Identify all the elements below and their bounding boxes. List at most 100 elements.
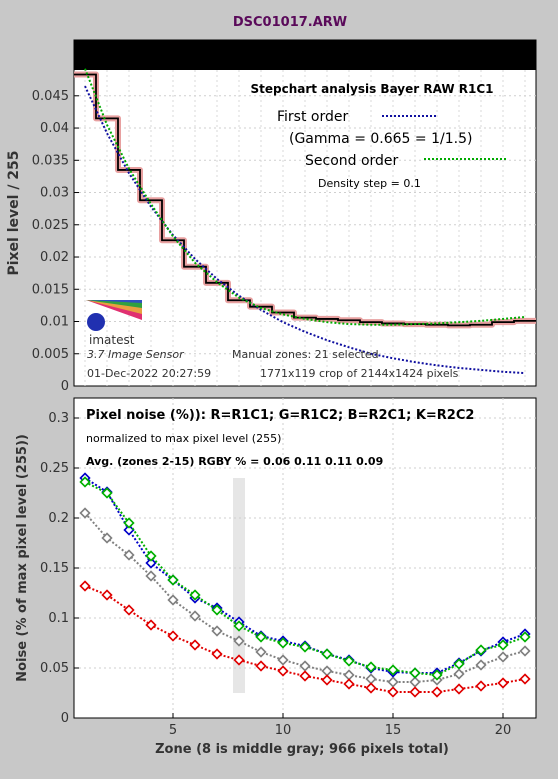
noise-line-R bbox=[84, 585, 526, 693]
noise-point-G bbox=[387, 664, 399, 676]
stepchart-ylabel: Pixel level / 255 bbox=[6, 150, 22, 275]
noise-series-R bbox=[79, 580, 531, 698]
stepchart-ytick-label: 0.01 bbox=[40, 315, 69, 330]
noise-point-R bbox=[145, 619, 157, 631]
stepchart-ytick-label: 0.045 bbox=[32, 89, 69, 104]
noise-point-K bbox=[233, 635, 245, 647]
noise-ytick-label: 0.05 bbox=[40, 661, 69, 676]
noise-point-R bbox=[321, 674, 333, 686]
stepchart-ytick-label: 0.04 bbox=[40, 121, 69, 136]
noise-point-R bbox=[101, 589, 113, 601]
noise-point-K bbox=[277, 654, 289, 666]
noise-xlabel: Zone (8 is middle gray; 966 pixels total… bbox=[155, 742, 449, 757]
figure-title: DSC01017.ARW bbox=[233, 15, 347, 30]
noise-point-R bbox=[387, 686, 399, 698]
stepchart-ytick-label: 0.005 bbox=[32, 347, 69, 362]
stepchart-title: Stepchart analysis Bayer RAW R1C1 bbox=[250, 82, 493, 96]
stepchart-plot: 0 0.005 0.01 0.015 0.02 0.025 0.03 0.035 0.04 0.0… bbox=[6, 39, 537, 394]
noise-ytick-label: 0.15 bbox=[40, 561, 69, 576]
noise-point-K bbox=[255, 646, 267, 658]
noise-point-G bbox=[365, 661, 377, 673]
noise-point-K bbox=[519, 645, 531, 657]
noise-point-G bbox=[343, 655, 355, 667]
noise-ytick-label: 0.1 bbox=[48, 611, 69, 626]
noise-point-G bbox=[299, 641, 311, 653]
crop-info: 1771x119 crop of 2144x1424 pixels bbox=[260, 367, 459, 380]
legend-first-order: First order bbox=[277, 109, 348, 125]
noise-series-G bbox=[79, 476, 531, 681]
noise-point-K bbox=[211, 625, 223, 637]
noise-point-K bbox=[475, 659, 487, 671]
noise-point-R bbox=[299, 670, 311, 682]
noise-point-R bbox=[255, 660, 267, 672]
noise-xticks: 5 10 15 20 bbox=[169, 713, 511, 738]
noise-point-G bbox=[233, 620, 245, 632]
noise-point-R bbox=[475, 680, 487, 692]
noise-title: Pixel noise (%)): R=R1C1; G=R1C2; B=R2C1… bbox=[86, 408, 474, 423]
noise-point-G bbox=[277, 637, 289, 649]
noise-point-G bbox=[167, 574, 179, 586]
stepchart-ytick-label: 0.015 bbox=[32, 282, 69, 297]
noise-point-G bbox=[145, 550, 157, 562]
stepchart-series bbox=[74, 68, 536, 375]
legend-second-order: Second order bbox=[305, 153, 399, 169]
noise-point-G bbox=[475, 644, 487, 656]
noise-xtick-label: 5 bbox=[169, 723, 177, 738]
noise-point-K bbox=[167, 594, 179, 606]
noise-ytick-label: 0.25 bbox=[40, 461, 69, 476]
noise-plot: 0 0.05 0.1 0.15 0.2 0.25 0.3 5 10 15 20 Noise (% … bbox=[15, 397, 537, 757]
noise-point-G bbox=[453, 658, 465, 670]
noise-yticks: 0 0.05 0.1 0.15 0.2 0.25 0.3 bbox=[40, 411, 79, 726]
stepchart-ytick-label: 0 bbox=[61, 379, 69, 394]
svg-text:imatest: imatest bbox=[89, 333, 135, 347]
noise-point-R bbox=[409, 686, 421, 698]
noise-point-K bbox=[189, 610, 201, 622]
noise-subtitle: normalized to max pixel level (255) bbox=[86, 432, 281, 445]
noise-xtick-label: 20 bbox=[495, 723, 512, 738]
noise-point-R bbox=[453, 683, 465, 695]
stepchart-ytick-label: 0.03 bbox=[40, 186, 69, 201]
second-order-curve bbox=[84, 68, 526, 326]
timestamp: 01-Dec-2022 20:27:59 bbox=[87, 367, 211, 380]
noise-point-R bbox=[519, 673, 531, 685]
noise-point-G bbox=[497, 639, 509, 651]
noise-point-K bbox=[101, 532, 113, 544]
noise-point-R bbox=[431, 686, 443, 698]
noise-xtick-label: 10 bbox=[275, 723, 292, 738]
measured-steps bbox=[74, 73, 536, 327]
zones-info: Manual zones: 21 selected bbox=[232, 348, 379, 361]
noise-xtick-label: 15 bbox=[385, 723, 402, 738]
noise-point-K bbox=[145, 570, 157, 582]
noise-point-R bbox=[497, 677, 509, 689]
noise-series bbox=[79, 472, 531, 698]
stepchart-ytick-label: 0.035 bbox=[32, 153, 69, 168]
noise-point-K bbox=[123, 549, 135, 561]
noise-point-K bbox=[497, 651, 509, 663]
noise-point-R bbox=[211, 648, 223, 660]
noise-ytick-label: 0.2 bbox=[48, 511, 69, 526]
noise-point-G bbox=[321, 648, 333, 660]
stepchart-image-strip bbox=[74, 40, 536, 70]
noise-ytick-label: 0.3 bbox=[48, 411, 69, 426]
noise-point-R bbox=[123, 604, 135, 616]
noise-point-G bbox=[255, 631, 267, 643]
noise-point-K bbox=[79, 507, 91, 519]
noise-point-R bbox=[167, 630, 179, 642]
noise-ylabel: Noise (% of max pixel level (255)) bbox=[15, 434, 30, 682]
legend-gamma: (Gamma = 0.665 = 1/1.5) bbox=[289, 131, 472, 147]
noise-point-G bbox=[123, 517, 135, 529]
legend-density-step: Density step = 0.1 bbox=[318, 177, 421, 190]
noise-point-R bbox=[277, 665, 289, 677]
noise-point-G bbox=[101, 487, 113, 499]
noise-point-G bbox=[211, 604, 223, 616]
noise-point-G bbox=[519, 631, 531, 643]
noise-point-G bbox=[409, 667, 421, 679]
noise-point-R bbox=[79, 580, 91, 592]
noise-point-R bbox=[365, 682, 377, 694]
stepchart-ytick-label: 0.02 bbox=[40, 250, 69, 265]
noise-point-R bbox=[233, 654, 245, 666]
noise-point-G bbox=[79, 476, 91, 488]
noise-ytick-label: 0 bbox=[61, 711, 69, 726]
noise-point-G bbox=[189, 589, 201, 601]
